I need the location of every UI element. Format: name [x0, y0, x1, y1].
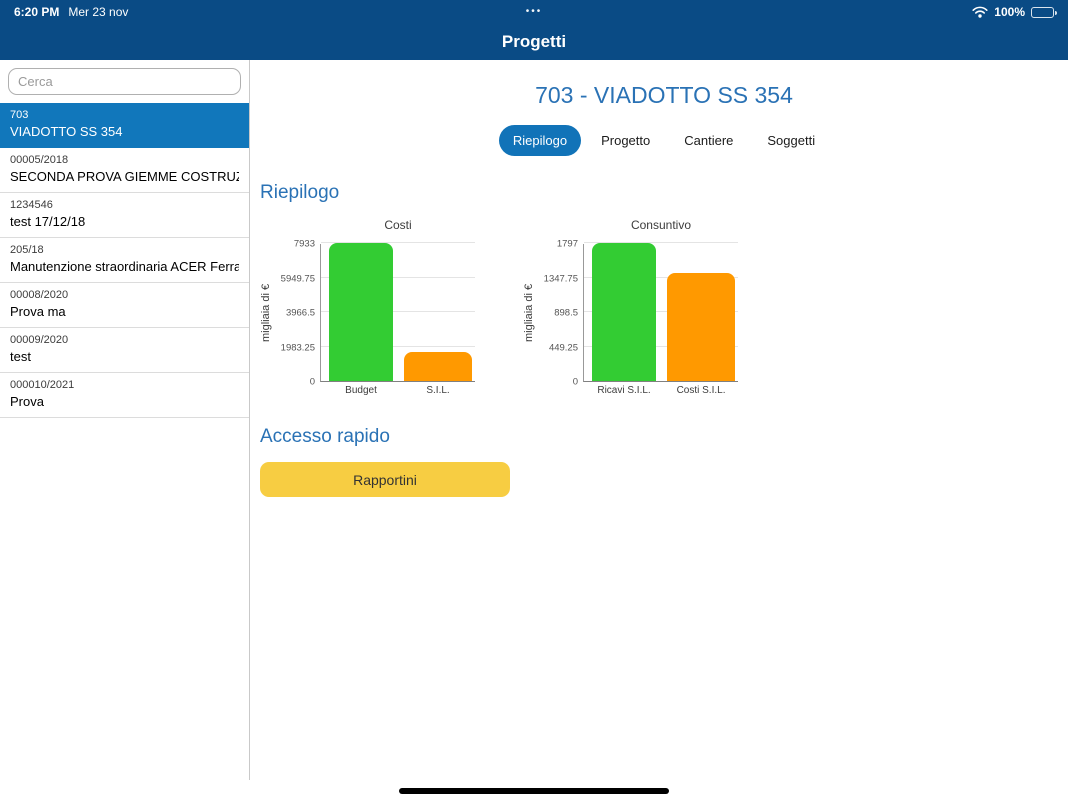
chart-plot-area: Budget S.I.L.	[320, 242, 475, 396]
gridline	[321, 311, 475, 312]
tab-progetto[interactable]: Progetto	[587, 125, 664, 156]
section-title: Riepilogo	[260, 182, 340, 203]
project-code: 205/18	[10, 244, 44, 257]
project-code: 703	[10, 109, 29, 121]
tab-soggetti[interactable]: Soggetti	[753, 125, 829, 156]
chart-y-axis: 0 1983.25 3966.5 5949.75 7933	[276, 239, 320, 388]
quick-access-title: Accesso rapido	[260, 426, 390, 447]
gridline	[321, 242, 475, 243]
project-name: Prova	[10, 394, 44, 410]
nav-title: Progetti	[501, 32, 567, 51]
y-tick-label: 0	[572, 376, 578, 388]
project-code: 000010/2021	[10, 379, 75, 392]
x-category-label: Budget	[345, 385, 377, 396]
project-list-item[interactable]: 00009/2020 test	[0, 328, 249, 374]
wifi-icon	[972, 6, 988, 18]
y-tick-label: 7933	[293, 238, 315, 250]
status-left: 6:20 PM Mer 23 nov	[14, 5, 128, 19]
bar-budget	[328, 243, 394, 381]
y-tick-label: 0	[309, 376, 315, 388]
project-name: VIADOTTO SS 354	[10, 123, 123, 139]
chart-title: Costi	[384, 218, 412, 232]
search-input[interactable]	[8, 68, 241, 95]
project-code: 1234546	[10, 199, 53, 212]
project-name: Prova ma	[10, 303, 66, 319]
x-category-label: Ricavi S.I.L.	[597, 385, 651, 396]
tab-riepilogo[interactable]: Riepilogo	[498, 125, 582, 156]
bar-costi-s-i-l-	[667, 272, 735, 381]
page-title: 703 - VIADOTTO SS 354	[535, 82, 793, 108]
chart-title: Consuntivo	[630, 218, 692, 232]
project-name: test	[10, 349, 31, 364]
project-list-item[interactable]: 1234546 test 17/12/18	[0, 193, 249, 239]
battery-icon	[1031, 6, 1057, 18]
y-tick-label: 3966.5	[285, 307, 315, 319]
project-list-item[interactable]: 000010/2021 Prova	[0, 373, 249, 419]
project-list-item[interactable]: 00008/2020 Prova ma	[0, 283, 249, 329]
tab-bar: Riepilogo Progetto Cantiere Soggetti	[260, 125, 1068, 156]
chart-body: migliaia di € 0 449.25 898.5 1347.75 1797 Rica…	[523, 239, 741, 396]
status-bar: 6:20 PM Mer 23 nov ••• 100%	[0, 0, 1068, 20]
status-right: 100%	[972, 5, 1057, 19]
battery-percent: 100%	[994, 5, 1025, 19]
chart-body: migliaia di € 0 1983.25 3966.5 5949.75 7933 Bu…	[260, 239, 478, 396]
chart-plot-area: Ricavi S.I.L. Costi S.I.L.	[583, 242, 738, 396]
bar-ricavi-s-i-l-	[591, 243, 657, 381]
charts-row: Costi migliaia di € 0 1983.25 3966.5 5949.75 7…	[260, 218, 1068, 396]
y-tick-label: 5949.75	[280, 273, 315, 284]
home-bar-area	[0, 780, 1068, 800]
gridline	[321, 276, 475, 278]
header: 6:20 PM Mer 23 nov ••• 100% P	[0, 0, 1068, 60]
project-list-item[interactable]: 703 VIADOTTO SS 354	[0, 103, 249, 149]
y-tick-label: 898.5	[554, 307, 578, 319]
gridline	[584, 311, 738, 312]
project-list: 703 VIADOTTO SS 354 00005/2018 SECONDA PROV…	[0, 103, 249, 419]
multitask-dots-icon: •••	[525, 6, 543, 17]
gridline	[321, 345, 475, 347]
x-category-label: S.I.L.	[426, 385, 450, 396]
project-code: 00009/2020	[10, 334, 69, 347]
status-time: 6:20 PM	[14, 5, 60, 19]
search-wrap	[0, 60, 249, 103]
project-name: test 17/12/18	[10, 213, 86, 229]
project-code: 00008/2020	[10, 289, 69, 302]
chart-y-axis: 0 449.25 898.5 1347.75 1797	[539, 239, 583, 388]
bar-s-i-l-	[404, 352, 472, 381]
rapportini-button[interactable]: Rapportini	[260, 462, 510, 497]
battery-nub	[1055, 10, 1057, 15]
tab-cantiere[interactable]: Cantiere	[670, 125, 747, 156]
main-content: 703 - VIADOTTO SS 354 Riepilogo Progetto C…	[250, 60, 1068, 780]
chart-y-axis-label: migliaia di €	[523, 283, 535, 343]
bar-chart-consuntivo: Consuntivo migliaia di € 0 449.25 898.5 1347.…	[523, 218, 741, 396]
bar-chart-costi: Costi migliaia di € 0 1983.25 3966.5 5949.75 7…	[260, 218, 478, 396]
gridline	[584, 242, 738, 243]
y-tick-label: 1797	[556, 238, 578, 250]
y-tick-label: 449.25	[548, 342, 578, 353]
y-tick-label: 1983.25	[280, 342, 315, 353]
project-code: 00005/2018	[10, 154, 69, 167]
gridline	[584, 276, 738, 278]
project-list-item[interactable]: 205/18 Manutenzione straordinaria ACER Fe…	[0, 238, 249, 284]
home-indicator[interactable]	[399, 788, 669, 794]
status-date: Mer 23 nov	[68, 5, 129, 19]
chart-y-axis-label: migliaia di €	[260, 283, 272, 343]
y-tick-label: 1347.75	[543, 273, 578, 284]
project-name: SECONDA PROVA GIEMME COSTRUZIONI	[10, 168, 239, 184]
x-category-label: Costi S.I.L.	[676, 385, 726, 396]
gridline	[584, 345, 738, 347]
project-name: Manutenzione straordinaria ACER Ferrara	[10, 258, 239, 274]
